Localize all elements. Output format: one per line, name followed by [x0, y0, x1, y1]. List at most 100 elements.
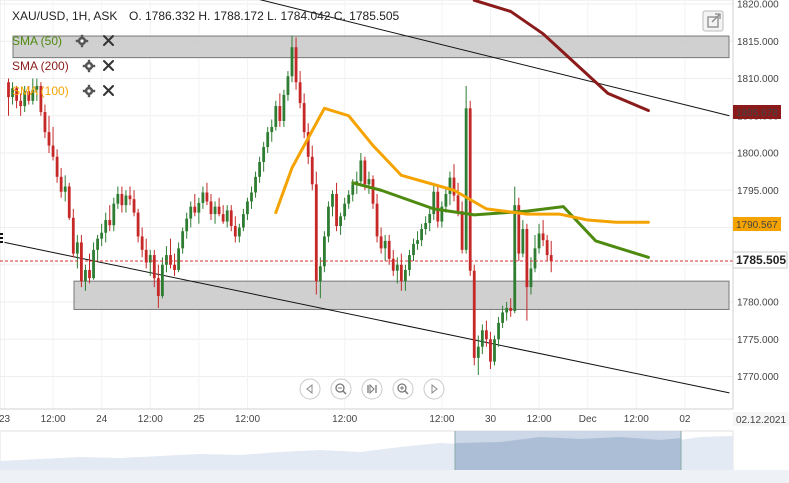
candle[interactable] — [144, 238, 148, 269]
candle[interactable] — [452, 164, 456, 202]
candle[interactable] — [290, 36, 294, 83]
candle[interactable] — [468, 100, 472, 276]
candle[interactable] — [505, 302, 509, 321]
candle[interactable] — [497, 316, 500, 347]
candle[interactable] — [205, 182, 209, 206]
candle[interactable] — [124, 190, 128, 213]
candle[interactable] — [509, 298, 513, 317]
candle[interactable] — [391, 249, 395, 276]
candle[interactable] — [39, 82, 43, 116]
candle[interactable] — [100, 223, 104, 247]
candle[interactable] — [75, 234, 79, 269]
candle[interactable] — [112, 197, 116, 232]
candle[interactable] — [335, 182, 338, 232]
candle[interactable] — [108, 205, 112, 232]
candle[interactable] — [379, 227, 383, 254]
gear-icon[interactable] — [82, 59, 96, 73]
candle[interactable] — [278, 93, 282, 127]
candle[interactable] — [31, 78, 35, 105]
candle[interactable] — [258, 156, 261, 183]
candle[interactable] — [318, 257, 322, 299]
candle[interactable] — [229, 205, 233, 232]
candle[interactable] — [35, 78, 39, 101]
candle[interactable] — [323, 231, 326, 273]
candle[interactable] — [209, 193, 213, 221]
candle[interactable] — [51, 126, 55, 161]
candle[interactable] — [367, 171, 371, 194]
reset-button[interactable] — [361, 378, 383, 400]
close-icon[interactable] — [103, 85, 114, 96]
candle[interactable] — [246, 197, 249, 221]
candle[interactable] — [331, 190, 334, 217]
legend-sma-200-label[interactable]: SMA (200) — [12, 59, 69, 73]
candle[interactable] — [23, 85, 27, 113]
candle[interactable] — [19, 93, 23, 116]
candle[interactable] — [310, 145, 314, 191]
candle[interactable] — [383, 234, 387, 262]
candle[interactable] — [306, 123, 310, 165]
candle[interactable] — [436, 186, 440, 228]
candle[interactable] — [371, 175, 375, 209]
candle[interactable] — [408, 249, 411, 276]
candle[interactable] — [440, 201, 444, 228]
scroll-left-button[interactable] — [299, 378, 321, 400]
candle[interactable] — [189, 201, 193, 228]
candle[interactable] — [262, 141, 266, 172]
legend-sma-50-label[interactable]: SMA (50) — [12, 34, 62, 48]
candle[interactable] — [116, 186, 120, 209]
candle[interactable] — [250, 186, 253, 209]
candle[interactable] — [152, 249, 156, 288]
candle[interactable] — [537, 223, 541, 254]
candle[interactable] — [7, 78, 10, 116]
candle[interactable] — [266, 126, 270, 153]
candle[interactable] — [464, 85, 468, 254]
candle[interactable] — [493, 335, 496, 366]
candle[interactable] — [399, 253, 403, 291]
candle[interactable] — [545, 234, 549, 262]
candle[interactable] — [286, 71, 290, 101]
zoom-out-button[interactable] — [330, 378, 352, 400]
candle[interactable] — [148, 249, 152, 276]
candle[interactable] — [476, 335, 480, 376]
candle[interactable] — [529, 257, 533, 295]
candle[interactable] — [140, 227, 144, 258]
candle[interactable] — [347, 190, 351, 209]
plot-area[interactable] — [0, 0, 734, 410]
candle[interactable] — [327, 201, 330, 243]
candle[interactable] — [136, 208, 140, 243]
candle[interactable] — [274, 100, 278, 131]
candle[interactable] — [424, 216, 428, 235]
candle[interactable] — [237, 223, 241, 243]
candle[interactable] — [270, 119, 274, 142]
candle[interactable] — [428, 208, 432, 232]
candle[interactable] — [221, 205, 225, 224]
candle[interactable] — [412, 238, 415, 262]
trendline-upper[interactable] — [247, 0, 730, 117]
candle[interactable] — [104, 212, 108, 243]
candle[interactable] — [193, 193, 197, 217]
candle[interactable] — [213, 201, 217, 224]
candle[interactable] — [63, 175, 67, 202]
candle[interactable] — [521, 220, 525, 258]
overview-scrollbar[interactable] — [0, 470, 789, 483]
candle[interactable] — [387, 234, 391, 265]
candle[interactable] — [43, 104, 47, 139]
candle[interactable] — [169, 238, 172, 269]
candle[interactable] — [217, 197, 221, 217]
candle[interactable] — [181, 227, 185, 254]
candle[interactable] — [314, 171, 318, 295]
candle[interactable] — [472, 264, 476, 366]
sma-line-200[interactable] — [472, 0, 650, 113]
candle[interactable] — [71, 208, 75, 258]
close-icon[interactable] — [103, 35, 114, 46]
candle[interactable] — [533, 234, 537, 273]
candle[interactable] — [282, 89, 286, 127]
candle[interactable] — [339, 212, 342, 235]
candle[interactable] — [88, 253, 91, 284]
candle[interactable] — [156, 264, 160, 308]
candle[interactable] — [15, 85, 18, 109]
trendline-lower[interactable] — [4, 241, 730, 394]
candle[interactable] — [225, 205, 229, 228]
close-icon[interactable] — [103, 60, 114, 71]
candle[interactable] — [201, 186, 205, 209]
